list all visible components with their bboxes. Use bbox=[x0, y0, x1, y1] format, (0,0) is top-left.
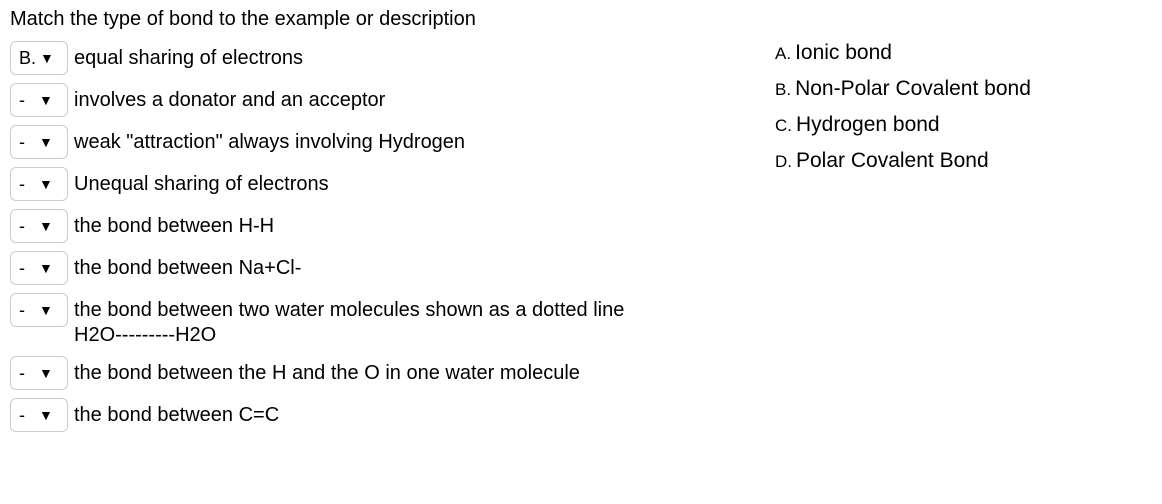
match-select-value: - bbox=[19, 174, 35, 195]
match-select[interactable]: - ▼ bbox=[10, 293, 68, 327]
option-text: Polar Covalent Bond bbox=[796, 149, 989, 173]
chevron-down-icon: ▼ bbox=[39, 366, 53, 380]
option-letter: C. bbox=[775, 116, 792, 136]
chevron-down-icon: ▼ bbox=[39, 261, 53, 275]
match-text: the bond between the H and the O in one … bbox=[74, 356, 580, 386]
match-select-value: - bbox=[19, 216, 35, 237]
match-text: equal sharing of electrons bbox=[74, 41, 303, 71]
options-column: A. Ionic bond B. Non-Polar Covalent bond… bbox=[775, 41, 1031, 185]
option-row: A. Ionic bond bbox=[775, 41, 1031, 65]
match-row: - ▼ the bond between H-H bbox=[10, 209, 650, 243]
match-row: B. ▼ equal sharing of electrons bbox=[10, 41, 650, 75]
match-select[interactable]: B. ▼ bbox=[10, 41, 68, 75]
match-text: the bond between two water molecules sho… bbox=[74, 293, 634, 348]
match-select-value: - bbox=[19, 132, 35, 153]
option-letter: A. bbox=[775, 44, 791, 64]
match-text: involves a donator and an acceptor bbox=[74, 83, 385, 113]
option-letter: B. bbox=[775, 80, 791, 100]
option-row: D. Polar Covalent Bond bbox=[775, 149, 1031, 173]
match-text: the bond between H-H bbox=[74, 209, 274, 239]
option-text: Hydrogen bond bbox=[796, 113, 940, 137]
match-row: - ▼ Unequal sharing of electrons bbox=[10, 167, 650, 201]
match-select-value: - bbox=[19, 405, 35, 426]
match-text: the bond between Na+Cl- bbox=[74, 251, 301, 281]
match-select-value: - bbox=[19, 363, 35, 384]
option-row: B. Non-Polar Covalent bond bbox=[775, 77, 1031, 101]
match-select[interactable]: - ▼ bbox=[10, 251, 68, 285]
option-letter: D. bbox=[775, 152, 792, 172]
match-text: weak "attraction" always involving Hydro… bbox=[74, 125, 465, 155]
chevron-down-icon: ▼ bbox=[39, 408, 53, 422]
chevron-down-icon: ▼ bbox=[39, 303, 53, 317]
match-row: - ▼ involves a donator and an acceptor bbox=[10, 83, 650, 117]
question-prompt: Match the type of bond to the example or… bbox=[10, 8, 1152, 31]
chevron-down-icon: ▼ bbox=[39, 135, 53, 149]
match-select[interactable]: - ▼ bbox=[10, 167, 68, 201]
matches-column: B. ▼ equal sharing of electrons - ▼ invo… bbox=[10, 41, 650, 440]
match-text: the bond between C=C bbox=[74, 398, 279, 428]
option-row: C. Hydrogen bond bbox=[775, 113, 1031, 137]
match-row: - ▼ the bond between C=C bbox=[10, 398, 650, 432]
match-select[interactable]: - ▼ bbox=[10, 398, 68, 432]
match-select[interactable]: - ▼ bbox=[10, 83, 68, 117]
match-text: Unequal sharing of electrons bbox=[74, 167, 329, 197]
match-select-value: - bbox=[19, 300, 35, 321]
match-select[interactable]: - ▼ bbox=[10, 356, 68, 390]
match-select[interactable]: - ▼ bbox=[10, 125, 68, 159]
match-row: - ▼ the bond between the H and the O in … bbox=[10, 356, 650, 390]
match-select[interactable]: - ▼ bbox=[10, 209, 68, 243]
chevron-down-icon: ▼ bbox=[39, 93, 53, 107]
chevron-down-icon: ▼ bbox=[39, 177, 53, 191]
match-select-value: B. bbox=[19, 48, 36, 69]
chevron-down-icon: ▼ bbox=[40, 51, 54, 65]
match-select-value: - bbox=[19, 90, 35, 111]
question-body: B. ▼ equal sharing of electrons - ▼ invo… bbox=[10, 41, 1152, 440]
chevron-down-icon: ▼ bbox=[39, 219, 53, 233]
match-row: - ▼ the bond between Na+Cl- bbox=[10, 251, 650, 285]
match-row: - ▼ weak "attraction" always involving H… bbox=[10, 125, 650, 159]
option-text: Ionic bond bbox=[795, 41, 892, 65]
match-row: - ▼ the bond between two water molecules… bbox=[10, 293, 650, 348]
option-text: Non-Polar Covalent bond bbox=[795, 77, 1031, 101]
match-select-value: - bbox=[19, 258, 35, 279]
